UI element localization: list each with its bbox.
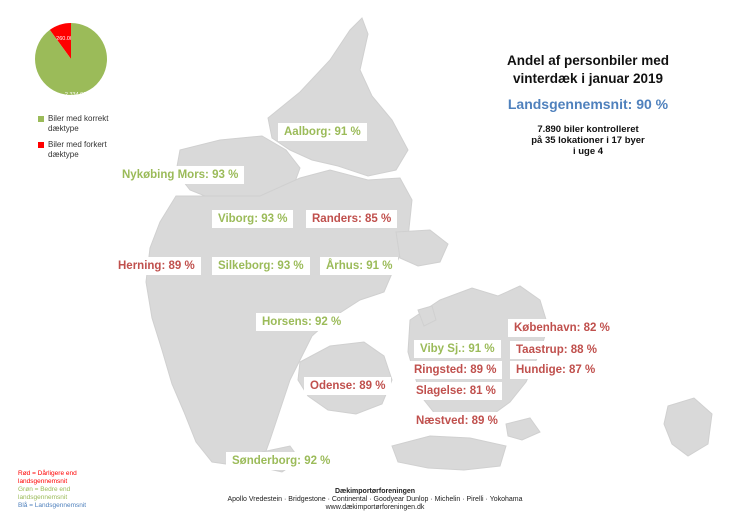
city-label-hundige: Hundige: 87 % [510, 361, 602, 379]
city-label-horsens: Horsens: 92 % [256, 313, 348, 331]
city-label-viborg: Viborg: 93 % [212, 210, 294, 228]
color-key: Rød = Dårligere end landsgennemsnit Grøn… [18, 470, 88, 510]
pie-slice [49, 23, 71, 59]
legend-swatch-red [38, 142, 44, 148]
city-label-odense: Odense: 89 % [304, 377, 392, 395]
pie-slice-label: 260.000 [56, 36, 76, 42]
legend-item-incorrect: Biler med forkert dæktype [38, 140, 120, 160]
page-title: Andel af personbiler med vinterdæk i jan… [506, 53, 670, 86]
legend-label: Biler med forkert dæktype [48, 140, 107, 159]
national-average: Landsgennemsnit: 90 % [507, 96, 669, 112]
stats-line: 7.890 biler kontrolleret [537, 124, 639, 135]
pie-slice-label: 2.334.000 [65, 92, 89, 96]
map-bornholm [663, 397, 713, 457]
map-samso [417, 305, 437, 327]
city-label-viby-sj: Viby Sj.: 91 % [414, 340, 501, 358]
footer-url: www.dækimportørforeningen.dk [325, 504, 425, 511]
stats-line: i uge 4 [572, 146, 604, 157]
map-lolland [391, 435, 507, 471]
footer-org: Dækimportørforeningen [334, 488, 416, 495]
footer-brands: Apollo Vredestein · Bridgestone · Contin… [227, 496, 523, 503]
legend-swatch-green [38, 116, 44, 122]
city-label-arhus: Århus: 91 % [320, 257, 399, 275]
pie-slice [34, 23, 107, 95]
city-label-aalborg: Aalborg: 91 % [278, 123, 367, 141]
city-label-sonderborg: Sønderborg: 92 % [226, 452, 337, 470]
map-djursland [395, 229, 449, 267]
map-vendsyssel [267, 17, 409, 177]
city-label-slagelse: Slagelse: 81 % [410, 382, 502, 400]
stats-block: 7.890 biler kontrolleret på 35 lokatione… [498, 124, 678, 157]
legend-item-correct: Biler med korrekt dæktype [38, 114, 120, 134]
city-label-randers: Randers: 85 % [306, 210, 398, 228]
stats-line: på 35 lokationer i 17 byer [531, 135, 645, 146]
city-label-kobenhavn: København: 82 % [508, 319, 616, 337]
key-red: Rød = Dårligere end landsgennemsnit [18, 470, 77, 485]
footer: Dækimportørforeningen Apollo Vredestein … [180, 488, 570, 512]
key-blue: Blå = Landsgennemsnit [18, 502, 87, 509]
city-label-naestved: Næstved: 89 % [410, 412, 504, 430]
city-label-silkeborg: Silkeborg: 93 % [212, 257, 310, 275]
key-green: Grøn = Bedre end landsgennemsnit [18, 486, 71, 501]
city-label-nykobing-mors: Nykøbing Mors: 93 % [116, 166, 245, 184]
map-mon [505, 417, 541, 441]
city-label-ringsted: Ringsted: 89 % [408, 361, 503, 379]
city-label-taastrup: Taastrup: 88 % [510, 341, 603, 359]
pie-chart: 260.000 2.334.000 [34, 23, 107, 96]
legend-label: Biler med korrekt dæktype [48, 114, 109, 133]
city-label-herning: Herning: 89 % [112, 257, 201, 275]
